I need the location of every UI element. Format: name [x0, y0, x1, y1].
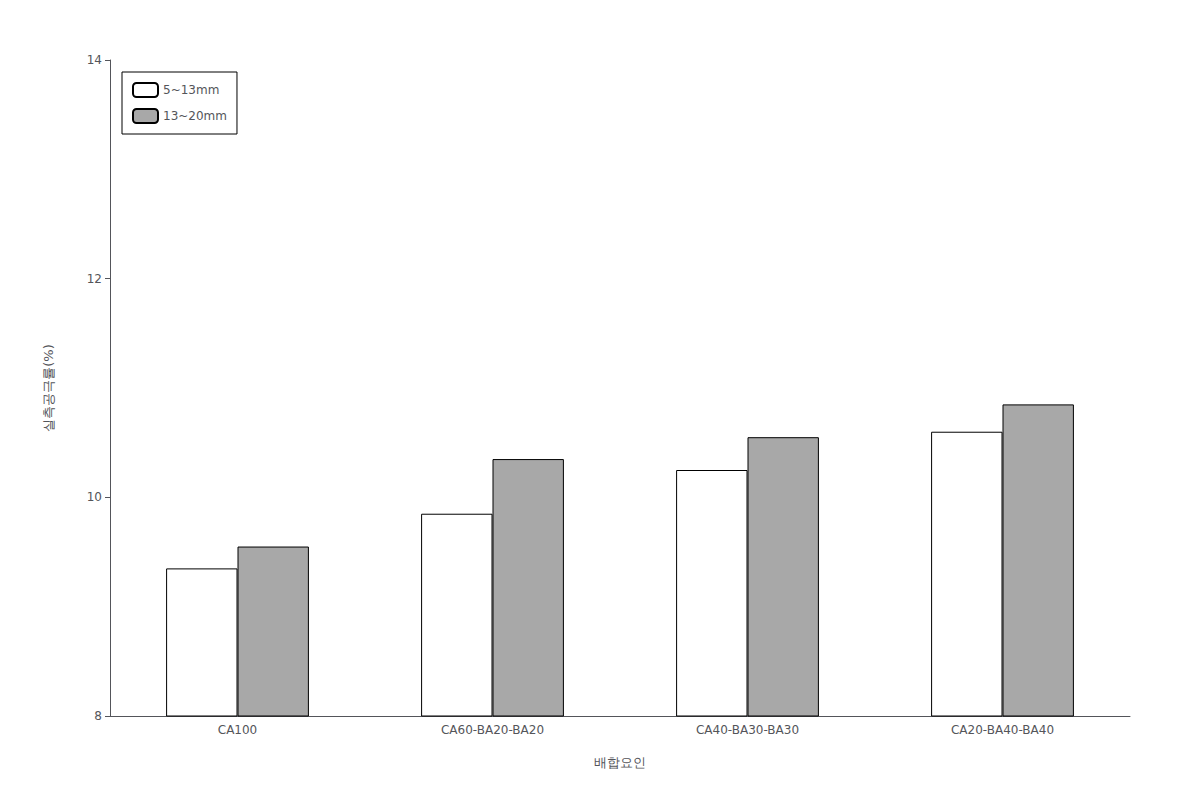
svg-text:CA20-BA40-BA40: CA20-BA40-BA40	[951, 723, 1054, 737]
svg-text:8: 8	[94, 709, 102, 723]
svg-text:5~13mm: 5~13mm	[163, 83, 219, 97]
svg-text:CA100: CA100	[218, 723, 258, 737]
svg-text:실측공극률(%): 실측공극률(%)	[41, 344, 56, 432]
svg-text:CA60-BA20-BA20: CA60-BA20-BA20	[441, 723, 544, 737]
svg-text:10: 10	[87, 490, 102, 504]
svg-text:CA40-BA30-BA30: CA40-BA30-BA30	[696, 723, 799, 737]
svg-text:12: 12	[87, 272, 102, 286]
svg-text:13~20mm: 13~20mm	[163, 109, 227, 123]
svg-text:14: 14	[87, 53, 102, 67]
svg-text:배합요인: 배합요인	[594, 755, 646, 770]
